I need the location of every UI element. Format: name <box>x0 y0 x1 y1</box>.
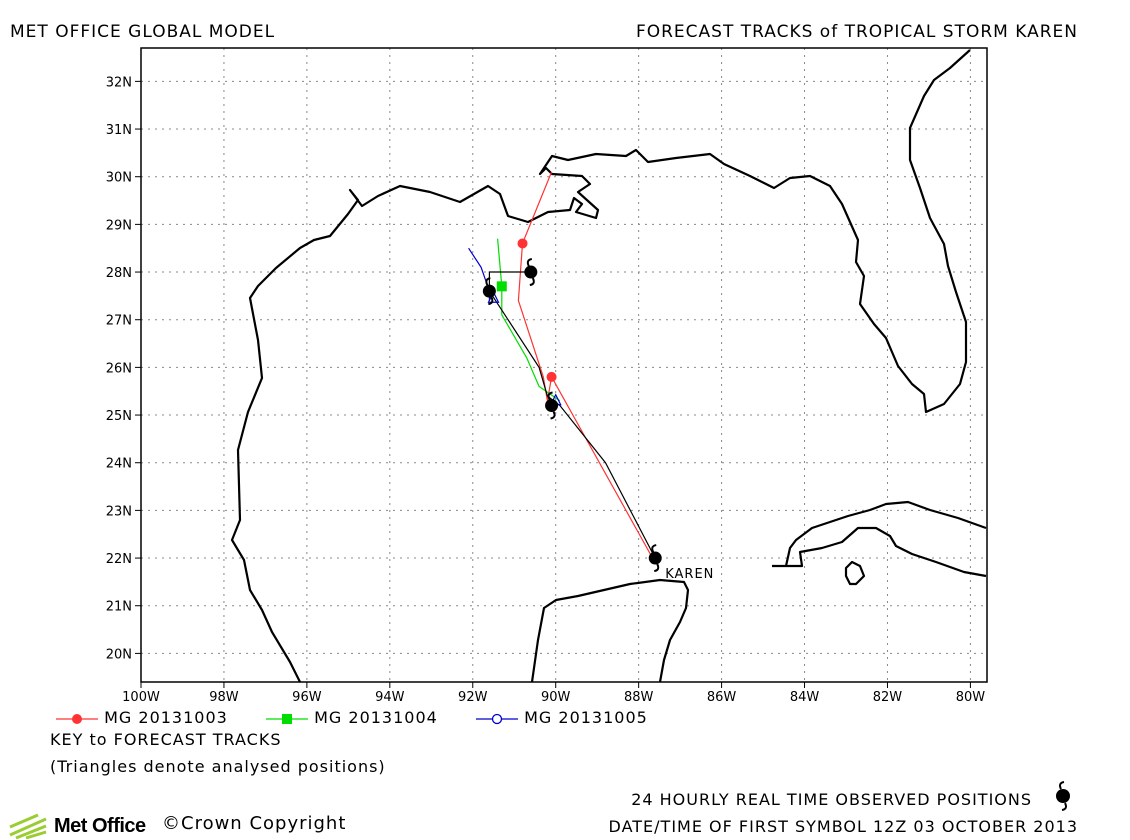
lat-tick-label: 30N <box>106 171 132 186</box>
lat-tick-label: 25N <box>106 409 132 424</box>
key-title: KEY to FORECAST TRACKS <box>50 730 282 749</box>
forecast-marker <box>496 281 507 292</box>
lat-tick-label: 26N <box>106 361 132 376</box>
lat-tick-label: 32N <box>106 75 132 90</box>
gulf-coastline <box>230 49 971 683</box>
forecast-marker <box>546 371 557 382</box>
lon-tick-label: 92W <box>458 690 488 705</box>
legend-item-mg20131004: MG 20131004 <box>266 708 438 727</box>
legend-marker-green <box>266 713 308 724</box>
storm-symbol <box>524 258 538 287</box>
lat-tick-label: 29N <box>106 218 132 233</box>
legend-marker-red <box>56 713 98 724</box>
lat-tick-label: 20N <box>106 647 132 662</box>
legend-label: MG 20131003 <box>104 708 228 727</box>
lon-tick-label: 98W <box>209 690 239 705</box>
storm-symbol-icon <box>1056 781 1070 811</box>
storm-symbol <box>545 391 559 420</box>
lon-tick-label: 100W <box>122 690 160 705</box>
legend-item-mg20131003: MG 20131003 <box>56 708 228 727</box>
storm-symbol <box>648 544 662 573</box>
legend-label: MG 20131004 <box>314 708 438 727</box>
coastline <box>230 49 987 683</box>
lon-tick-label: 90W <box>541 690 571 705</box>
met-office-logo-icon <box>9 813 47 839</box>
map-frame <box>140 47 988 683</box>
lat-tick-label: 27N <box>106 314 132 329</box>
yucatan-coastline <box>530 578 690 683</box>
lon-tick-label: 96W <box>292 690 322 705</box>
lon-tick-label: 80W <box>956 690 986 705</box>
lon-tick-label: 94W <box>375 690 405 705</box>
isle-of-youth <box>844 560 866 586</box>
first-symbol-date: DATE/TIME OF FIRST SYMBOL 12Z 03 OCTOBER… <box>608 817 1078 836</box>
legend-marker-blue <box>476 713 518 724</box>
cuba-coastline <box>772 500 987 578</box>
observed-track-line <box>488 271 656 559</box>
lon-tick-label: 82W <box>873 690 903 705</box>
forecast-marker <box>517 238 528 249</box>
legend-item-mg20131005: MG 20131005 <box>476 708 648 727</box>
lon-tick-label: 84W <box>790 690 820 705</box>
lon-tick-label: 88W <box>624 690 654 705</box>
logo-text: Met Office <box>54 814 146 837</box>
copyright-text: ©Crown Copyright <box>162 813 347 834</box>
observed-track <box>482 258 662 573</box>
map-grid <box>140 48 987 682</box>
forecast-title: FORECAST TRACKS of TROPICAL STORM KAREN <box>635 22 1078 42</box>
lat-tick-label: 31N <box>106 123 132 138</box>
storm-name-label: KAREN <box>665 567 714 582</box>
forecast-tracks <box>468 171 656 564</box>
lat-tick-label: 28N <box>106 266 132 281</box>
key-note: (Triangles denote analysed positions) <box>50 757 386 776</box>
met-office-logo: Met Office <box>8 812 146 840</box>
lat-tick-label: 22N <box>106 552 132 567</box>
observed-label: 24 HOURLY REAL TIME OBSERVED POSITIONS <box>631 790 1032 809</box>
lat-tick-label: 21N <box>106 600 132 615</box>
lon-tick-label: 86W <box>707 690 737 705</box>
model-title: MET OFFICE GLOBAL MODEL <box>10 22 276 42</box>
lat-tick-label: 23N <box>106 504 132 519</box>
axis-ticks: 20N 21N 22N 23N 24N 25N 26N 27N 28N 29N 30N 31N 32N 1… <box>106 75 986 705</box>
storm-symbol <box>482 277 496 306</box>
forecast-track-line <box>497 238 561 402</box>
legend-label: MG 20131005 <box>524 708 648 727</box>
lat-tick-label: 24N <box>106 457 132 472</box>
